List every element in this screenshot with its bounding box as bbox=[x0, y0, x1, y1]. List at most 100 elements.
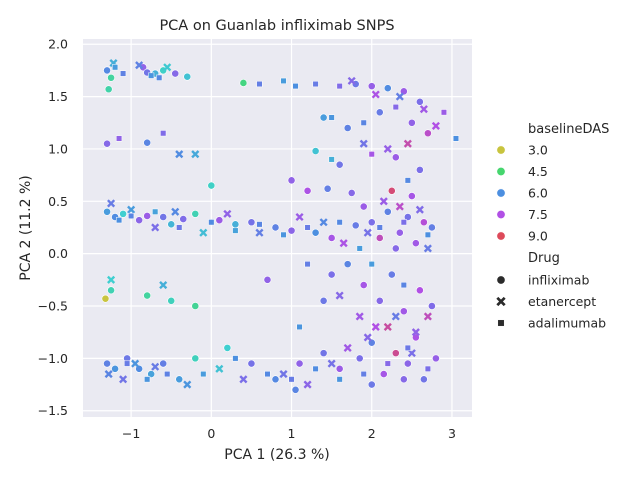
etanercept-point bbox=[411, 328, 420, 337]
infliximab-point bbox=[171, 69, 180, 78]
etanercept-point bbox=[335, 291, 344, 300]
adalimumab-point bbox=[312, 80, 319, 88]
y-tick-label: 0.5 bbox=[48, 194, 68, 209]
adalimumab-point bbox=[156, 74, 163, 81]
adalimumab-point bbox=[336, 219, 343, 226]
etanercept-point bbox=[391, 312, 400, 321]
etanercept-point bbox=[255, 228, 264, 237]
etanercept-point bbox=[339, 239, 348, 248]
infliximab-point bbox=[399, 375, 408, 384]
adalimumab-point bbox=[280, 77, 287, 84]
etanercept-point bbox=[279, 370, 288, 379]
etanercept-point bbox=[183, 380, 192, 389]
etanercept-point bbox=[383, 144, 392, 153]
infliximab-point bbox=[103, 66, 111, 75]
adalimumab-point bbox=[128, 212, 135, 220]
adalimumab-point bbox=[116, 135, 123, 142]
infliximab-point bbox=[375, 108, 384, 117]
infliximab-point bbox=[343, 124, 352, 132]
legend-hue-label: 4.5 bbox=[528, 164, 548, 179]
etanercept-point bbox=[395, 202, 404, 211]
infliximab-point bbox=[391, 349, 400, 358]
infliximab-point bbox=[303, 186, 312, 195]
y-tick-label: 0.0 bbox=[48, 246, 68, 261]
infliximab-point bbox=[395, 228, 404, 237]
infliximab-point bbox=[323, 184, 332, 193]
infliximab-point bbox=[191, 302, 200, 310]
etanercept-point bbox=[303, 380, 312, 389]
infliximab-point bbox=[407, 118, 416, 127]
adalimumab-point bbox=[424, 365, 431, 372]
infliximab-point bbox=[351, 221, 360, 230]
y-tick-label: −1.0 bbox=[38, 351, 68, 366]
y-tick-label: −1.5 bbox=[38, 403, 68, 418]
adalimumab-point bbox=[152, 208, 159, 215]
etanercept-point bbox=[395, 92, 404, 101]
infliximab-point bbox=[423, 129, 432, 138]
adalimumab-point bbox=[208, 219, 215, 226]
infliximab-point bbox=[101, 294, 110, 303]
adalimumab-point bbox=[440, 109, 447, 116]
infliximab-point bbox=[383, 207, 392, 216]
infliximab-point bbox=[379, 370, 388, 378]
infliximab-point bbox=[104, 85, 113, 94]
infliximab-point bbox=[239, 79, 248, 87]
infliximab-point bbox=[415, 97, 424, 106]
infliximab-point bbox=[375, 234, 384, 242]
etanercept-point bbox=[419, 105, 428, 114]
adalimumab-point bbox=[376, 224, 383, 231]
infliximab-point bbox=[427, 302, 436, 310]
infliximab-point bbox=[207, 181, 216, 190]
infliximab-point bbox=[407, 192, 416, 200]
adalimumab-point bbox=[200, 371, 207, 378]
adalimumab-point bbox=[400, 282, 407, 289]
etanercept-point bbox=[371, 90, 380, 99]
etanercept-point bbox=[415, 205, 424, 214]
legend-hue-label: 9.0 bbox=[528, 229, 548, 244]
etanercept-point bbox=[403, 139, 412, 148]
infliximab-point bbox=[391, 153, 400, 162]
infliximab-point bbox=[287, 226, 296, 235]
infliximab-point bbox=[399, 307, 408, 316]
adalimumab-point bbox=[176, 224, 183, 231]
infliximab-point bbox=[103, 207, 111, 216]
legend-style-label: etanercept bbox=[528, 294, 596, 309]
x-tick-label: 3 bbox=[448, 426, 456, 441]
infliximab-point bbox=[167, 220, 176, 229]
infliximab-point bbox=[319, 349, 328, 358]
y-tick-label: 1.5 bbox=[48, 89, 68, 104]
infliximab-point bbox=[383, 84, 392, 93]
y-tick-label: −0.5 bbox=[38, 299, 68, 314]
legend-hue-marker bbox=[496, 145, 506, 155]
infliximab-point bbox=[215, 216, 224, 225]
infliximab-point bbox=[111, 364, 119, 373]
infliximab-point bbox=[143, 138, 152, 147]
etanercept-point bbox=[327, 359, 336, 368]
etanercept-point bbox=[127, 205, 136, 214]
etanercept-point bbox=[295, 212, 304, 222]
etanercept-point bbox=[104, 370, 113, 379]
x-tick-labels: −1 0 1 2 3 bbox=[122, 426, 456, 441]
y-axis-label: PCA 2 (11.2 %) bbox=[18, 175, 34, 280]
adalimumab-point bbox=[256, 221, 263, 228]
etanercept-point bbox=[239, 375, 248, 384]
legend-hue-marker bbox=[496, 231, 506, 241]
adalimumab-point bbox=[264, 371, 271, 378]
infliximab-point bbox=[247, 359, 256, 368]
infliximab-point bbox=[415, 165, 424, 174]
infliximab-point bbox=[191, 209, 200, 218]
infliximab-point bbox=[375, 296, 384, 305]
adalimumab-point bbox=[356, 245, 363, 252]
adalimumab-point bbox=[336, 376, 343, 383]
adalimumab-point bbox=[144, 376, 151, 383]
etanercept-point bbox=[119, 375, 128, 384]
infliximab-point bbox=[179, 215, 188, 223]
etanercept-point bbox=[423, 312, 432, 321]
infliximab-point bbox=[387, 186, 396, 195]
infliximab-point bbox=[231, 220, 240, 229]
etanercept-point bbox=[343, 343, 352, 352]
x-tick-label: 1 bbox=[288, 426, 296, 441]
etanercept-point bbox=[363, 228, 372, 237]
etanercept-point bbox=[191, 150, 200, 159]
legend-x-icon bbox=[496, 296, 506, 307]
